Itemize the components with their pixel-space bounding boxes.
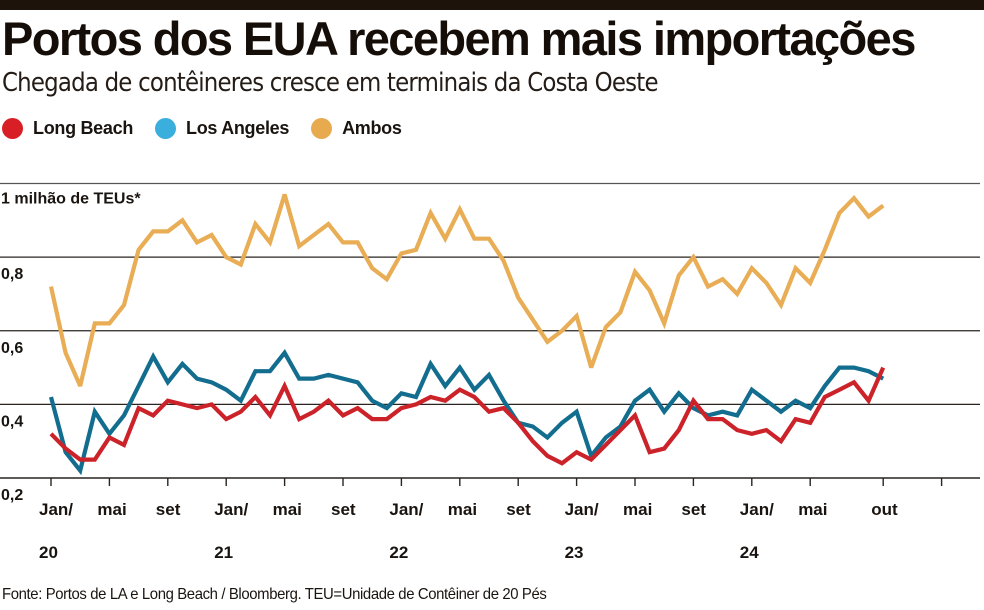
- x-tick-label-set: set: [156, 500, 181, 519]
- y-tick-label: 1 milhão de TEUs*: [1, 191, 141, 208]
- x-tick-label-out: out: [871, 500, 898, 519]
- line-chart: 1 milhão de TEUs* 0,8 0,6 0,4 0,2 Jan/20 mai s…: [0, 182, 980, 562]
- legend-dot-los-angeles: [155, 118, 177, 139]
- x-tick-year-label: 23: [565, 543, 584, 562]
- x-tick-year-label: 22: [389, 543, 408, 562]
- series-line-ambos: [48, 193, 885, 387]
- legend-item-long-beach: Long Beach: [2, 118, 133, 139]
- x-tick-label-jan: Jan/: [740, 500, 774, 519]
- x-tick-label-set: set: [506, 500, 531, 519]
- series-points-los-angeles: [50, 352, 884, 471]
- x-tick-label-mai: mai: [623, 500, 652, 519]
- y-tick-label: 0,6: [1, 340, 23, 357]
- legend-item-los-angeles: Los Angeles: [155, 118, 289, 139]
- legend-label-ambos: Ambos: [342, 118, 402, 138]
- x-tick-year-label: 20: [39, 543, 58, 562]
- chart-title: Portos dos EUA recebem mais importações: [2, 12, 916, 65]
- legend-item-ambos: Ambos: [311, 118, 402, 139]
- x-tick-label-mai: mai: [97, 500, 126, 519]
- y-tick-label: 0,2: [1, 487, 23, 504]
- source-note: Fonte: Portos de LA e Long Beach / Bloom…: [2, 586, 547, 603]
- legend-dot-long-beach: [2, 118, 23, 139]
- legend: Long Beach Los Angeles Ambos: [2, 118, 424, 139]
- x-tick-label-set: set: [681, 500, 706, 519]
- y-axis-labels: 1 milhão de TEUs* 0,8 0,6 0,4 0,2: [1, 191, 141, 505]
- series-lines: [48, 193, 886, 476]
- series-points-long-beach: [50, 367, 884, 464]
- series-line-los-angeles: [48, 349, 885, 476]
- y-tick-label: 0,4: [1, 413, 23, 430]
- x-tick-year-label: 24: [740, 543, 759, 562]
- x-tick-label-mai: mai: [273, 500, 302, 519]
- series-line-long-beach: [49, 366, 886, 466]
- y-tick-label: 0,8: [1, 266, 23, 283]
- top-bar: [0, 0, 984, 10]
- x-axis: Jan/20 mai set Jan/21 mai set Jan/22 mai set Jan/…: [39, 478, 943, 562]
- x-tick-label-set: set: [331, 500, 356, 519]
- legend-label-los-angeles: Los Angeles: [186, 118, 290, 138]
- chart-subtitle: Chegada de contêineres cresce em termina…: [2, 68, 659, 98]
- legend-dot-ambos: [311, 118, 333, 139]
- x-tick-label-jan: Jan/: [565, 500, 599, 519]
- x-tick-label-jan: Jan/: [214, 500, 248, 519]
- x-tick-label-jan: Jan/: [389, 500, 423, 519]
- series-points-ambos: [50, 194, 884, 387]
- x-tick-label-mai: mai: [448, 500, 477, 519]
- legend-label-long-beach: Long Beach: [33, 118, 134, 138]
- x-tick-label-jan: Jan/: [39, 500, 73, 519]
- x-tick-label-mai: mai: [798, 500, 827, 519]
- x-tick-year-label: 21: [214, 543, 233, 562]
